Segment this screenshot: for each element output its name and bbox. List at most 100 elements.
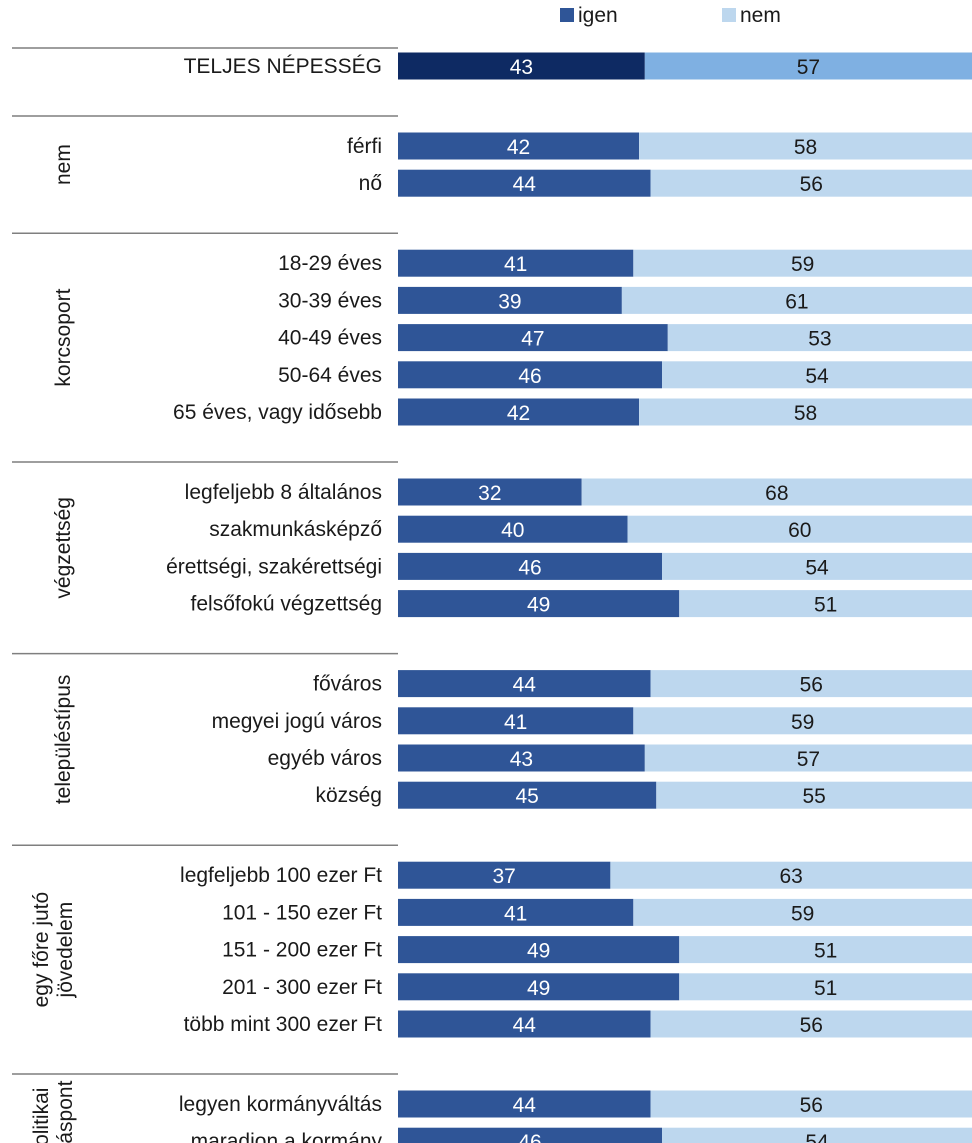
row-label: 40-49 éves — [278, 327, 382, 350]
legend-label-nem: nem — [740, 4, 781, 27]
bar-row-tobb-mint-300-ezer-ft: több mint 300 ezer Ft 44 56 — [184, 1010, 972, 1038]
row-label: több mint 300 ezer Ft — [184, 1013, 383, 1036]
value-label-nem: 56 — [800, 173, 823, 196]
value-label-nem: 54 — [805, 556, 829, 579]
value-label-igen: 44 — [513, 1014, 537, 1037]
bar-nem — [650, 1090, 972, 1118]
bar-nem — [627, 515, 972, 543]
bar-nem — [662, 1127, 972, 1143]
bar-igen — [398, 1090, 651, 1118]
bar-nem — [650, 1010, 972, 1038]
group-label-egy-fore-juto-jovedelem: egy főre jutójövedelem — [30, 892, 77, 1008]
group-label-nem: nem — [52, 144, 75, 185]
bar-igen — [398, 478, 582, 506]
value-label-igen: 41 — [504, 711, 527, 734]
row-label: 101 - 150 ezer Ft — [222, 901, 382, 924]
value-label-nem: 58 — [794, 136, 817, 159]
bar-igen — [398, 1127, 663, 1143]
value-label-igen: 45 — [515, 785, 538, 808]
legend-swatch-nem — [722, 8, 736, 22]
row-label: nő — [359, 172, 382, 195]
row-label: 201 - 300 ezer Ft — [222, 976, 382, 999]
value-label-nem: 51 — [814, 977, 837, 1000]
bar-row-40-49-eves: 40-49 éves 47 53 — [278, 324, 972, 352]
bar-row-201-300-ezer-ft: 201 - 300 ezer Ft 49 51 — [222, 973, 972, 1001]
bar-row-szakmunkaskepzo: szakmunkásképző 40 60 — [209, 515, 972, 543]
bar-nem — [662, 361, 972, 389]
value-label-igen: 37 — [493, 865, 516, 888]
value-label-igen: 47 — [521, 328, 544, 351]
bar-nem — [679, 936, 972, 964]
bar-igen — [398, 861, 611, 889]
bar-nem — [650, 670, 972, 698]
bar-nem — [639, 132, 972, 160]
value-label-nem: 51 — [814, 940, 837, 963]
bar-nem — [633, 898, 972, 926]
bar-row-teljes-nepesseg: TELJES NÉPESSÉG 43 57 — [184, 52, 972, 80]
value-label-nem: 54 — [805, 1131, 829, 1143]
value-label-nem: 53 — [808, 328, 831, 351]
legend: igen nem — [560, 4, 781, 27]
row-label: község — [315, 784, 382, 807]
value-label-nem: 56 — [800, 674, 823, 697]
bar-nem — [650, 169, 972, 197]
bar-igen — [398, 973, 680, 1001]
row-label: férfi — [347, 135, 382, 158]
row-label: megyei jogú város — [212, 710, 382, 733]
value-label-igen: 46 — [518, 556, 541, 579]
value-label-nem: 63 — [780, 865, 803, 888]
bar-nem — [662, 552, 972, 580]
bar-row-kozseg: község 45 55 — [315, 781, 972, 809]
bar-row-erettsegi-szakerettsegi: érettségi, szakérettségi 46 54 — [166, 552, 972, 580]
row-label: 151 - 200 ezer Ft — [222, 939, 382, 962]
bar-igen — [398, 744, 645, 772]
bar-row-maradjon-a-kormany: maradjon a kormány 46 54 — [191, 1127, 972, 1143]
row-label: szakmunkásképző — [209, 518, 382, 541]
value-label-igen: 42 — [507, 402, 530, 425]
bar-igen — [398, 1010, 651, 1038]
bar-row-30-39-eves: 30-39 éves 39 61 — [278, 286, 972, 314]
bar-nem — [639, 398, 972, 426]
bar-row-megyei-jogu-varos: megyei jogú város 41 59 — [212, 707, 972, 735]
value-label-nem: 56 — [800, 1014, 823, 1037]
value-label-igen: 49 — [527, 594, 550, 617]
bar-igen — [398, 781, 657, 809]
chart-rows: TELJES NÉPESSÉG 43 57 férfi 42 58 nő 44 56 18-29 … — [166, 52, 972, 1143]
bar-igen — [398, 936, 680, 964]
bar-row-egyeb-varos: egyéb város 43 57 — [268, 744, 972, 772]
bar-nem — [679, 973, 972, 1001]
bar-row-no: nő 44 56 — [359, 169, 972, 197]
row-label: egyéb város — [268, 747, 382, 770]
bar-igen — [398, 670, 651, 698]
row-label: 65 éves, vagy idősebb — [173, 401, 382, 424]
bar-row-50-64-eves: 50-64 éves 46 54 — [278, 361, 972, 389]
value-label-igen: 49 — [527, 940, 550, 963]
bar-igen — [398, 324, 668, 352]
value-label-nem: 61 — [785, 290, 808, 313]
value-label-nem: 54 — [805, 365, 829, 388]
group-label-korcsoport: korcsoport — [52, 288, 75, 386]
value-label-igen: 40 — [501, 519, 524, 542]
bar-igen — [398, 590, 680, 618]
bar-igen — [398, 249, 634, 277]
value-label-igen: 41 — [504, 253, 527, 276]
bar-nem — [679, 590, 972, 618]
value-label-igen: 39 — [498, 290, 521, 313]
row-label: érettségi, szakérettségi — [166, 555, 382, 578]
bar-row-legfeljebb-8-altalanos: legfeljebb 8 általános 32 68 — [185, 478, 972, 506]
bar-nem — [621, 286, 972, 314]
bar-row-65-eves-vagy-idosebb: 65 éves, vagy idősebb 42 58 — [173, 398, 972, 426]
row-label: 30-39 éves — [278, 289, 382, 312]
bar-igen — [398, 361, 663, 389]
bar-row-legfeljebb-100-ezer-ft: legfeljebb 100 ezer Ft 37 63 — [180, 861, 972, 889]
value-label-nem: 56 — [800, 1094, 823, 1117]
value-label-igen: 32 — [478, 482, 501, 505]
bar-row-151-200-ezer-ft: 151 - 200 ezer Ft 49 51 — [222, 936, 972, 964]
row-label: TELJES NÉPESSÉG — [184, 55, 382, 78]
legend-label-igen: igen — [578, 4, 618, 27]
bar-row-fovaros: főváros 44 56 — [313, 670, 972, 698]
legend-swatch-igen — [560, 8, 574, 22]
bar-nem — [667, 324, 972, 352]
group-label-telepulestipus: településtípus — [52, 675, 75, 805]
value-label-nem: 51 — [814, 594, 837, 617]
